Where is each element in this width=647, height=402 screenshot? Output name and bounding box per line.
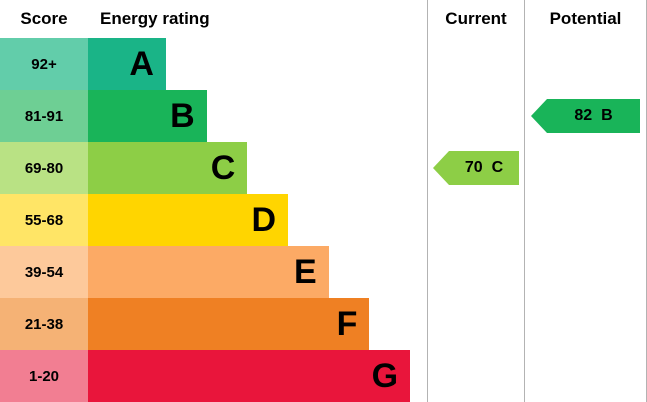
potential-rating-value: 82 [574,107,593,124]
current-cell-e [427,246,524,298]
score-range-c: 69-80 [0,142,88,194]
potential-cell-d [524,194,647,246]
potential-cell-a [524,38,647,90]
band-bar-a: A [88,38,166,90]
band-row-e: 39-54 E [0,246,647,298]
band-bar-e: E [88,246,329,298]
band-letter-a: A [129,45,154,83]
band-row-a: 92+ A [0,38,647,90]
band-bar-cell-b: B [88,90,427,142]
current-column-header: Current [427,0,524,38]
current-rating-arrow: 70 C [432,151,520,185]
current-cell-a [427,38,524,90]
current-cell-b [427,90,524,142]
potential-cell-c [524,142,647,194]
band-letter-d: D [251,201,276,239]
band-row-c: 69-80 C 70 C [0,142,647,194]
potential-cell-e [524,246,647,298]
band-bar-cell-c: C [88,142,427,194]
score-range-f: 21-38 [0,298,88,350]
potential-arrow-body: 82 B [547,99,640,133]
band-bar-f: F [88,298,370,350]
band-letter-c: C [210,149,236,187]
potential-rating-arrow: 82 B [531,99,640,133]
band-bar-cell-g: G [88,350,427,402]
current-cell-c: 70 C [427,142,524,194]
band-bar-g: G [88,350,411,402]
current-rating-value: 70 [464,159,483,176]
chart-header: Score Energy rating Current Potential [0,0,647,38]
current-cell-g [427,350,524,402]
band-row-b: 81-91 B 82 B [0,90,647,142]
current-cell-d [427,194,524,246]
band-letter-g: G [371,357,399,395]
band-letter-b: B [170,97,195,135]
score-range-b: 81-91 [0,90,88,142]
current-arrow-point-icon [432,151,449,185]
band-bar-cell-a: A [88,38,427,90]
band-letter-f: F [336,305,358,343]
band-bar-cell-d: D [88,194,427,246]
potential-arrow-point-icon [531,99,548,133]
band-letter-e: E [294,253,317,291]
band-bar-d: D [88,194,288,246]
potential-column-header: Potential [524,0,647,38]
current-rating-letter: C [491,159,504,176]
band-row-f: 21-38 F [0,298,647,350]
band-bar-cell-e: E [88,246,427,298]
score-range-a: 92+ [0,38,88,90]
potential-rating-letter: B [601,107,613,124]
energy-rating-column-header: Energy rating [100,9,210,28]
score-range-g: 1-20 [0,350,88,402]
band-bar-cell-f: F [88,298,427,350]
current-arrow-body: 70 C [448,151,520,185]
potential-cell-g [524,350,647,402]
potential-cell-f [524,298,647,350]
score-column-header: Score [20,9,68,28]
score-range-d: 55-68 [0,194,88,246]
band-bar-b: B [88,90,207,142]
score-range-e: 39-54 [0,246,88,298]
band-bar-c: C [88,142,248,194]
band-row-g: 1-20 G [0,350,647,402]
potential-cell-b: 82 B [524,90,647,142]
current-cell-f [427,298,524,350]
band-row-d: 55-68 D [0,194,647,246]
